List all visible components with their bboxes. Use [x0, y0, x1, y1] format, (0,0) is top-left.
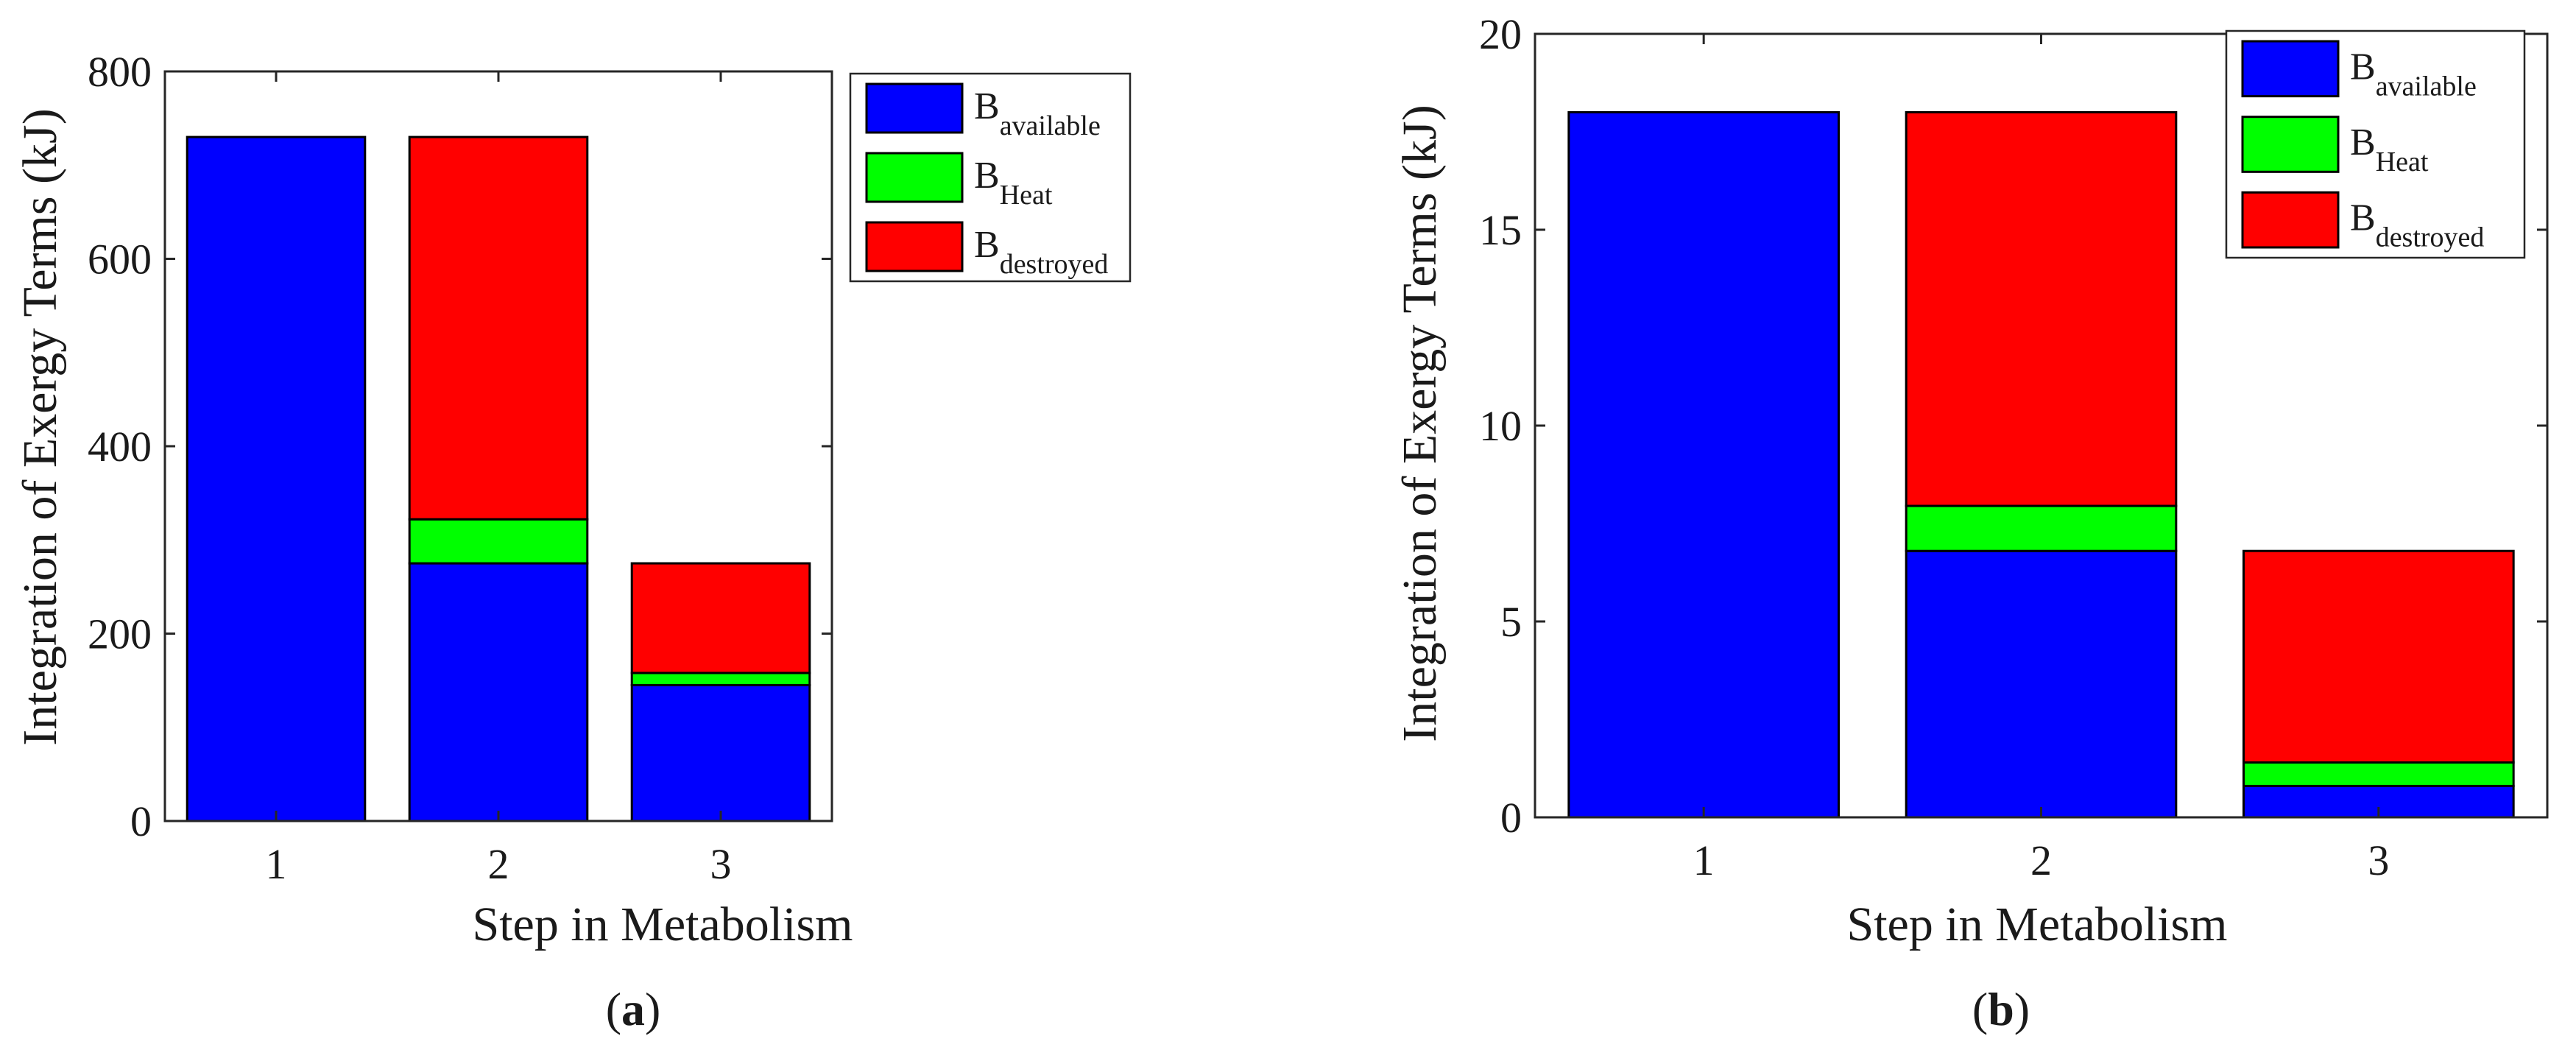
x-tick-label: 2	[488, 840, 509, 888]
y-tick-label: 15	[1479, 206, 1522, 254]
legend-swatch-destroyed	[2241, 191, 2340, 249]
legend-label-heat: BHeat	[2350, 121, 2429, 177]
bars-b	[1567, 110, 2515, 819]
y-axis-label-a: Integration of Exergy Terms (kJ)	[13, 108, 67, 745]
legend-a: Bavailable BHeat Bdestroyed	[849, 72, 1132, 283]
legend-label-available: Bavailable	[974, 85, 1101, 141]
x-axis-label-b: Step in Metabolism	[1847, 898, 2228, 951]
legend-swatch-available	[865, 82, 964, 134]
bar-a-3-available	[630, 683, 811, 822]
x-tick-label: 3	[710, 840, 732, 888]
legend-label-available: Bavailable	[2350, 46, 2477, 102]
legend-swatch-heat	[2241, 116, 2340, 173]
x-tick-label: 3	[2368, 836, 2389, 884]
bar-b-3-heat	[2242, 761, 2515, 787]
panel-label-a: (a)	[606, 983, 661, 1035]
y-tick-label: 10	[1479, 402, 1522, 450]
bar-b-2-destroyed	[1905, 110, 2178, 507]
x-axis-label-a: Step in Metabolism	[473, 898, 853, 951]
chart-b: 0 5 10 15 20 1 2 3 Step in Metabolism Integrat…	[1393, 10, 2549, 1035]
y-tick-label: 400	[88, 423, 152, 471]
legend-swatch-destroyed	[865, 221, 964, 272]
legend-swatch-available	[2241, 40, 2340, 98]
x-tick-label: 1	[1693, 836, 1715, 884]
y-tick-label: 200	[88, 610, 152, 658]
bar-b-1-available	[1567, 110, 1840, 819]
legend-label-destroyed: Bdestroyed	[2350, 197, 2484, 253]
y-tick-label: 5	[1500, 598, 1522, 646]
bar-b-3-destroyed	[2242, 549, 2515, 764]
legend-label-destroyed: Bdestroyed	[974, 224, 1108, 280]
x-tick-label: 1	[266, 840, 287, 888]
bar-a-2-heat	[408, 518, 589, 565]
legend-label-heat: BHeat	[974, 155, 1053, 211]
bars-a	[186, 135, 811, 822]
y-tick-label: 20	[1479, 10, 1522, 58]
chart-a: 0 200 400 600 800 1 2 3 Step in Metabolism Int…	[13, 48, 1132, 1035]
y-ticks-a: 0 200 400 600 800	[88, 48, 832, 845]
bar-b-2-available	[1905, 549, 2178, 819]
x-ticks-a: 1 2 3	[266, 71, 732, 888]
bar-a-3-heat	[630, 672, 811, 686]
bar-a-1-available	[186, 135, 367, 822]
bar-a-3-destroyed	[630, 562, 811, 674]
y-ticks-b: 0 5 10 15 20	[1479, 10, 2547, 842]
bar-b-2-heat	[1905, 504, 2178, 552]
y-tick-label: 0	[130, 797, 152, 845]
legend-b: Bavailable BHeat Bdestroyed	[2225, 29, 2526, 259]
y-tick-label: 0	[1500, 794, 1522, 842]
bar-a-2-available	[408, 562, 589, 822]
bar-a-2-destroyed	[408, 135, 589, 521]
y-tick-label: 600	[88, 236, 152, 283]
panel-label-b: (b)	[1972, 983, 2030, 1035]
x-ticks-b: 1 2 3	[1693, 34, 2389, 884]
y-axis-label-b: Integration of Exergy Terms (kJ)	[1393, 105, 1447, 741]
y-tick-label: 800	[88, 48, 152, 96]
x-tick-label: 2	[2030, 836, 2052, 884]
legend-swatch-heat	[865, 152, 964, 203]
